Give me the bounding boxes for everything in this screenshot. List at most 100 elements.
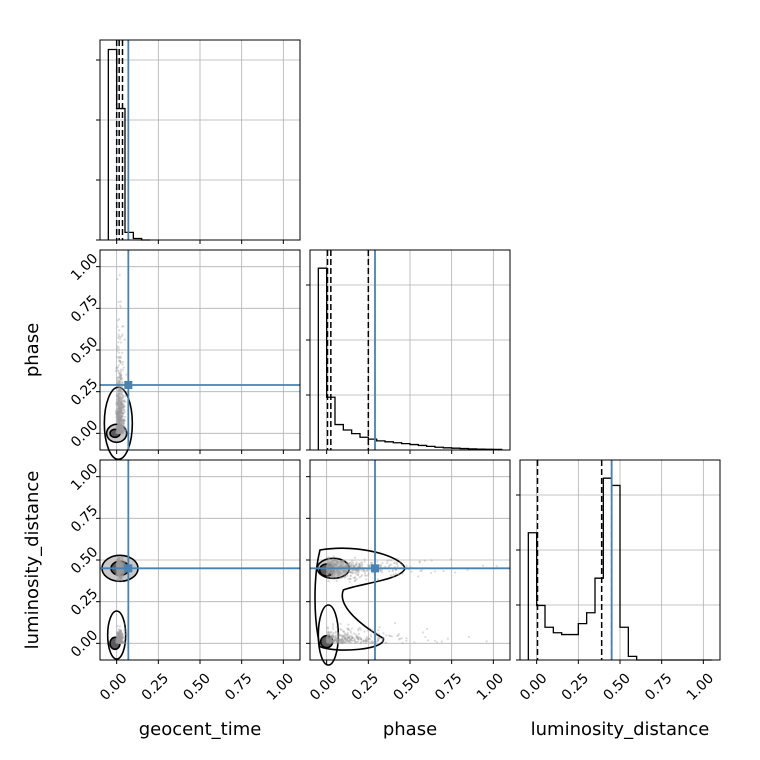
scatter-point	[117, 401, 120, 404]
scatter-point	[116, 633, 119, 637]
scatter-point	[339, 628, 342, 631]
scatter-point	[123, 629, 126, 632]
scatter-point	[339, 638, 343, 641]
scatter-point	[118, 422, 121, 425]
scatter-point	[377, 638, 380, 641]
scatter-point	[118, 425, 121, 429]
scatter-point	[116, 564, 119, 568]
scatter-point	[117, 401, 121, 405]
scatter-point	[349, 630, 352, 633]
scatter-point	[328, 569, 331, 572]
scatter-point	[118, 639, 122, 643]
scatter-point	[329, 639, 332, 643]
scatter-point	[119, 418, 123, 421]
scatter-point	[119, 429, 122, 432]
scatter-point	[117, 634, 120, 637]
scatter-point	[120, 402, 123, 405]
scatter-point	[116, 381, 120, 385]
scatter-point	[118, 563, 121, 566]
scatter-point	[335, 560, 338, 563]
scatter-point	[378, 637, 381, 640]
scatter-point	[120, 640, 123, 643]
scatter-point	[330, 571, 333, 575]
scatter-point	[401, 641, 404, 645]
scatter-point	[330, 564, 334, 567]
scatter-point	[347, 569, 351, 572]
scatter-point	[121, 641, 124, 644]
scatter-point	[365, 569, 368, 573]
scatter-point	[116, 424, 119, 427]
scatter-point	[405, 639, 408, 642]
scatter-point	[121, 394, 125, 397]
scatter-point	[120, 415, 123, 418]
scatter-point	[120, 636, 123, 640]
scatter-point	[118, 431, 121, 434]
scatter-point	[338, 634, 341, 637]
scatter-point	[338, 570, 341, 574]
scatter-point	[118, 632, 121, 635]
scatter-point	[118, 417, 121, 420]
scatter-point	[117, 564, 120, 568]
scatter-point	[116, 376, 119, 380]
scatter-point	[336, 633, 339, 636]
scatter-point	[367, 572, 370, 576]
scatter-point	[121, 425, 124, 428]
scatter-point	[118, 639, 121, 642]
scatter-point	[118, 427, 122, 430]
scatter-point	[118, 562, 121, 565]
scatter-point	[339, 563, 342, 566]
scatter-point	[115, 639, 118, 642]
scatter-point	[357, 573, 360, 576]
scatter-point	[117, 422, 120, 425]
scatter-point	[117, 348, 121, 351]
scatter-point	[335, 639, 338, 642]
contour-fill-layer	[101, 386, 406, 666]
scatter-point	[326, 638, 329, 641]
scatter-point	[116, 414, 119, 417]
scatter-point	[118, 419, 121, 422]
scatter-point	[118, 630, 121, 633]
scatter-point	[117, 638, 120, 641]
scatter-point	[121, 563, 124, 566]
scatter-point	[117, 400, 120, 403]
scatter-point	[118, 424, 121, 428]
scatter-point	[118, 425, 122, 429]
scatter-point	[116, 345, 119, 348]
scatter-point	[118, 416, 121, 419]
scatter-point	[118, 423, 121, 426]
scatter-point	[123, 642, 126, 645]
scatter-point	[118, 564, 121, 567]
scatter-point	[121, 579, 124, 582]
scatter-point	[351, 636, 354, 639]
scatter-point	[328, 562, 331, 565]
scatter-point	[118, 418, 122, 421]
scatter-point	[358, 563, 361, 566]
scatter-point	[352, 564, 356, 567]
scatter-point	[120, 577, 123, 580]
scatter-point	[351, 569, 355, 572]
scatter-point	[118, 636, 122, 639]
scatter-point	[119, 379, 122, 382]
scatter-point	[115, 573, 118, 576]
scatter-point	[119, 413, 122, 417]
scatter-point	[341, 562, 344, 565]
scatter-point	[118, 416, 121, 419]
scatter-point	[344, 572, 348, 576]
scatter-point	[330, 559, 333, 563]
scatter-point	[116, 639, 120, 642]
scatter-point	[118, 637, 121, 640]
scatter-point	[340, 561, 343, 564]
scatter-point	[117, 638, 121, 642]
scatter-point	[121, 361, 125, 364]
scatter-point	[117, 637, 120, 640]
scatter-point	[118, 428, 121, 431]
scatter-point	[123, 641, 126, 644]
scatter-point	[120, 429, 123, 432]
contour-inner	[109, 428, 121, 439]
scatter-point	[332, 572, 335, 575]
scatter-point	[117, 394, 120, 397]
scatter-point	[337, 562, 341, 565]
scatter-point	[117, 407, 120, 411]
scatter-point	[117, 426, 120, 429]
scatter-point	[354, 640, 357, 643]
